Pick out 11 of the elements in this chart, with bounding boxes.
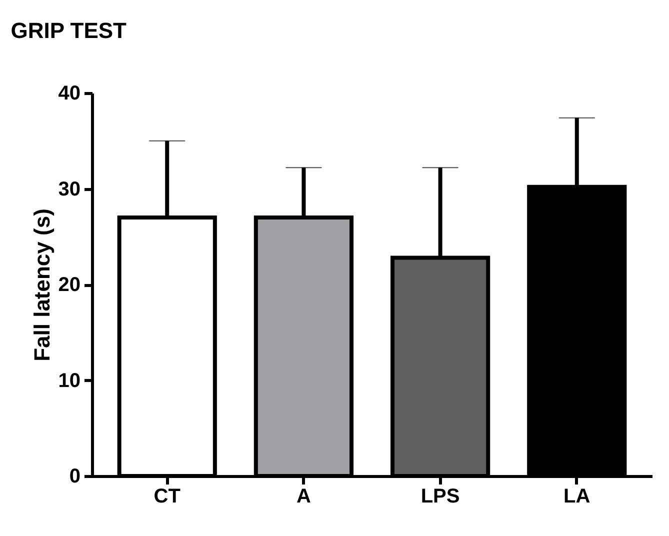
chart-title: GRIP TEST — [10, 18, 128, 43]
y-tick-label: 0 — [69, 466, 80, 488]
y-tick-label: 20 — [58, 274, 80, 296]
x-tick-label: A — [296, 486, 311, 508]
x-tick-label: CT — [154, 486, 180, 508]
y-tick-label: 40 — [58, 82, 80, 104]
y-tick-label: 10 — [58, 370, 80, 392]
x-tick-label: LPS — [420, 486, 460, 508]
x-tick-label: LA — [564, 486, 590, 508]
y-axis-title: Fall latency (s) — [29, 208, 54, 362]
y-tick-label: 30 — [58, 178, 80, 200]
